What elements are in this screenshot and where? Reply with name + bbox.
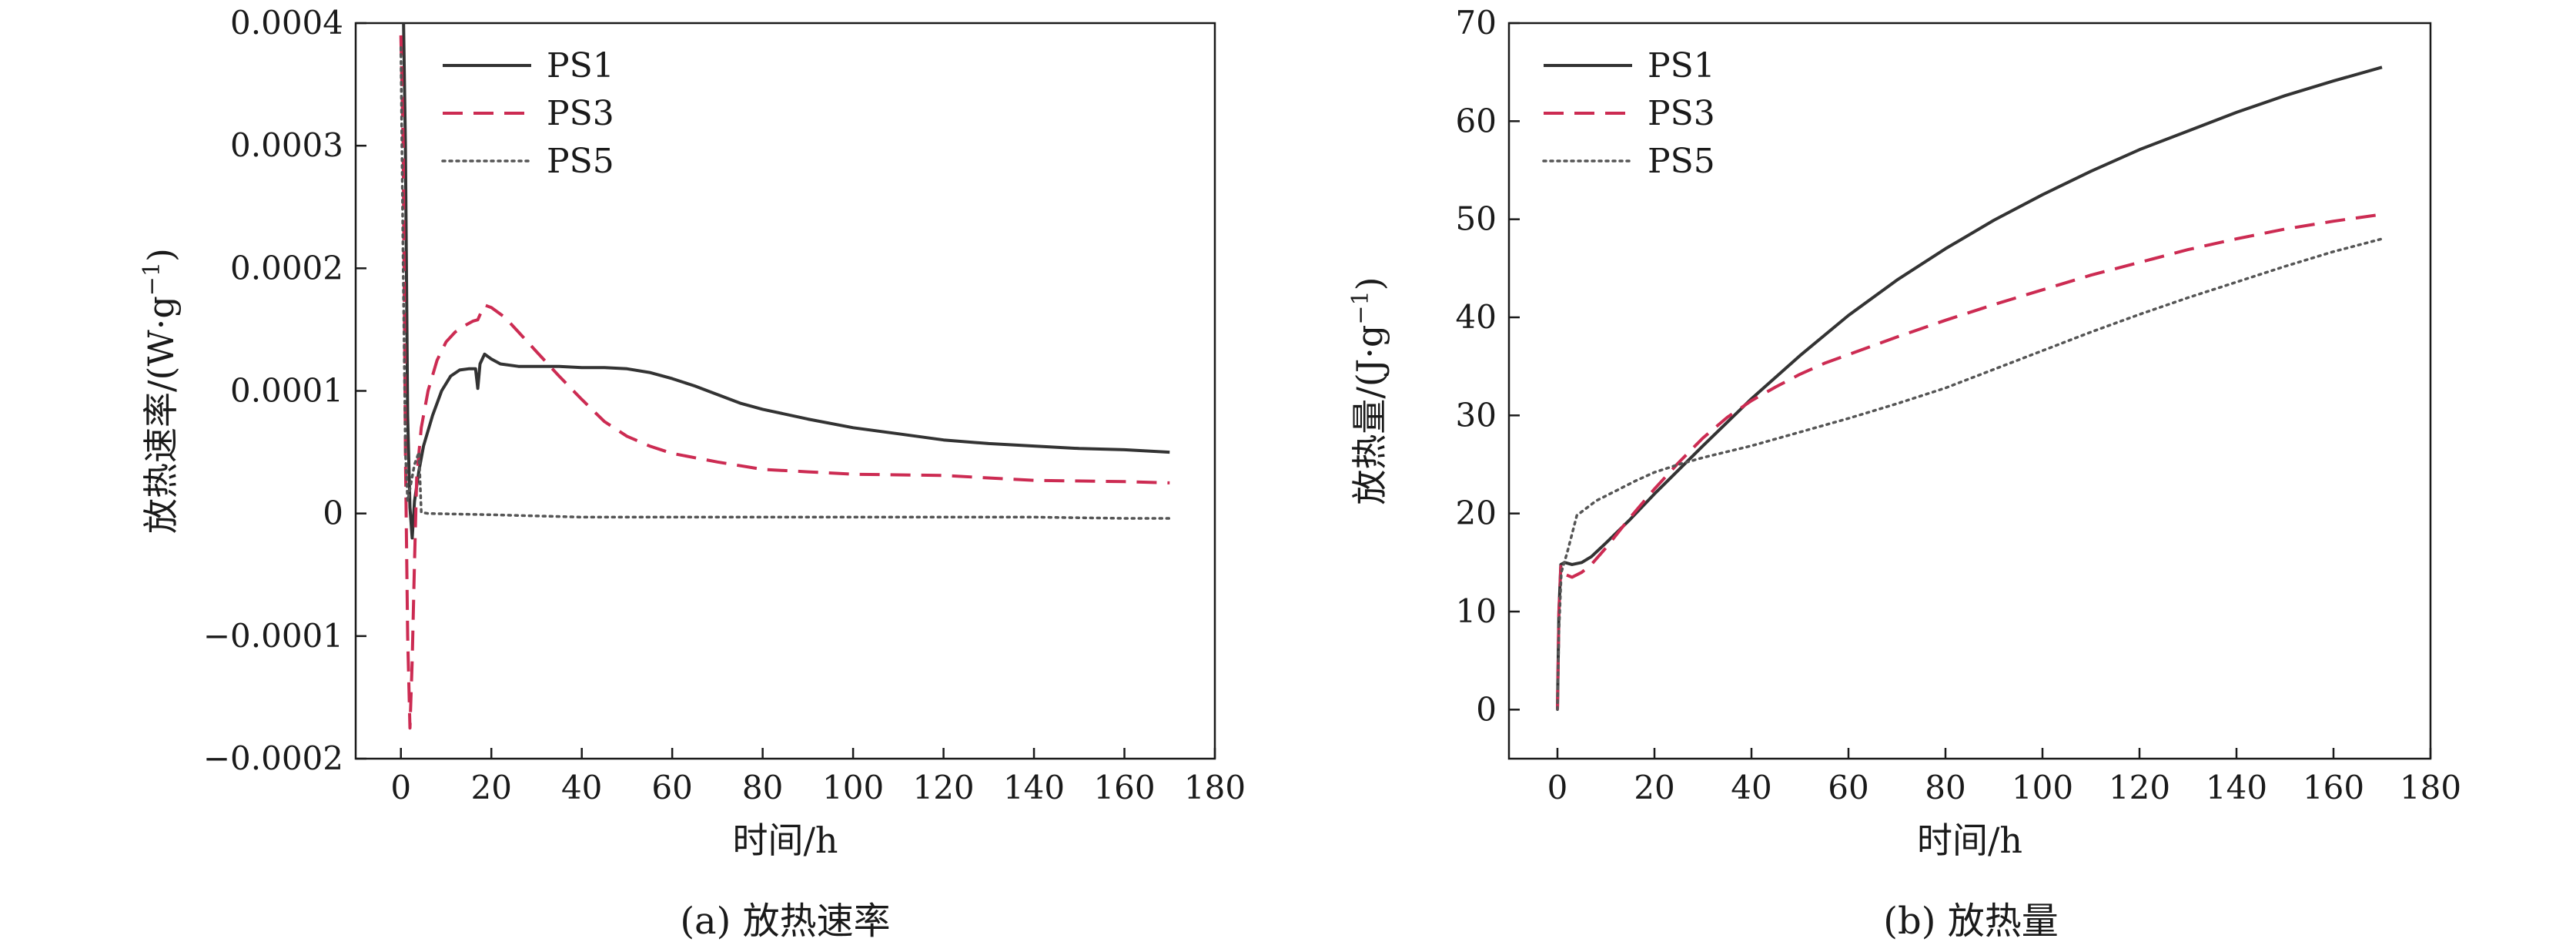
x-tick-label: 140 (1003, 769, 1065, 806)
legend-label-ps1: PS1 (547, 46, 614, 85)
x-tick-label: 100 (822, 769, 884, 806)
y-tick-label: 0.0004 (230, 4, 343, 42)
panel-b-cumulative-heat-chart: 0 20 40 60 80 100 120 140 160 180 0 10 20 30 40 50 60 70 时… (1347, 4, 2461, 943)
y-tick-label: −0.0001 (203, 617, 343, 655)
x-tick-label: 140 (2206, 769, 2267, 806)
y-tick-label: 40 (1456, 298, 1497, 336)
y-axis-title-superscript: −1 (1347, 290, 1374, 324)
y-tick-label: 20 (1456, 494, 1497, 532)
y-tick-label: −0.0002 (203, 739, 343, 777)
y-tick-label: 0.0001 (230, 372, 343, 410)
panel-caption: (a) 放热速率 (680, 900, 890, 943)
series-line-ps5 (1556, 237, 2384, 712)
plot-frame (1507, 22, 2432, 760)
x-tick-label: 120 (912, 769, 974, 806)
x-tick-label: 20 (1634, 769, 1674, 806)
x-tick-label: 0 (1547, 769, 1568, 806)
y-axis-title: 放热速率/(W·g−1) (139, 248, 182, 534)
x-tick-label: 180 (1184, 769, 1246, 806)
legend-label-ps1: PS1 (1648, 46, 1715, 85)
y-axis-title-close: ) (1349, 277, 1390, 290)
x-tick-label: 100 (2012, 769, 2073, 806)
plot-frame (354, 22, 1216, 760)
y-tick-label: 0 (1476, 690, 1497, 728)
x-tick-label: 0 (390, 769, 411, 806)
legend-label-ps3: PS3 (547, 94, 614, 133)
series-line-ps1 (1556, 65, 2383, 710)
series-line-ps3 (1556, 213, 2383, 710)
x-tick-label: 80 (1925, 769, 1965, 806)
y-tick-label: 0.0002 (230, 249, 343, 287)
panel-a-heat-flow-chart: 0 20 40 60 80 100 120 140 160 180 −0.0002 −0.0001 0 0… (139, 4, 1246, 943)
x-tick-label: 160 (1093, 769, 1155, 806)
y-tick-label: 0 (323, 494, 343, 532)
series-line-ps5 (399, 46, 1172, 520)
legend-label-ps5: PS5 (1648, 142, 1715, 181)
x-tick-label: 40 (1731, 769, 1771, 806)
x-tick-label: 180 (2400, 769, 2461, 806)
x-axis-title: 时间/h (1917, 820, 2022, 861)
y-tick-label: 10 (1456, 592, 1497, 630)
y-tick-label: 60 (1456, 102, 1497, 139)
y-axis-title-close: ) (140, 248, 182, 262)
y-tick-label: 70 (1456, 4, 1497, 42)
x-tick-label: 160 (2303, 769, 2364, 806)
panel-caption: (b) 放热量 (1883, 900, 2058, 943)
y-axis-title-main: 放热速率/(W·g (140, 296, 182, 534)
x-tick-label: 20 (470, 769, 511, 806)
y-axis-title: 放热量/(J·g−1) (1347, 277, 1390, 504)
legend-label-ps3: PS3 (1648, 94, 1715, 133)
y-tick-label: 50 (1456, 200, 1497, 238)
x-tick-label: 60 (651, 769, 692, 806)
y-axis-title-main: 放热量/(J·g (1349, 325, 1390, 505)
x-tick-label: 40 (561, 769, 602, 806)
legend-label-ps5: PS5 (547, 142, 614, 181)
x-tick-label: 120 (2109, 769, 2170, 806)
x-tick-label: 60 (1828, 769, 1868, 806)
x-tick-label: 80 (742, 769, 783, 806)
y-axis-title-superscript: −1 (139, 262, 166, 296)
series-line-ps3 (399, 35, 1170, 730)
x-axis-title: 时间/h (732, 820, 838, 861)
y-tick-label: 30 (1456, 396, 1497, 434)
series-line-ps1 (400, 23, 1170, 540)
y-tick-label: 0.0003 (230, 126, 343, 164)
